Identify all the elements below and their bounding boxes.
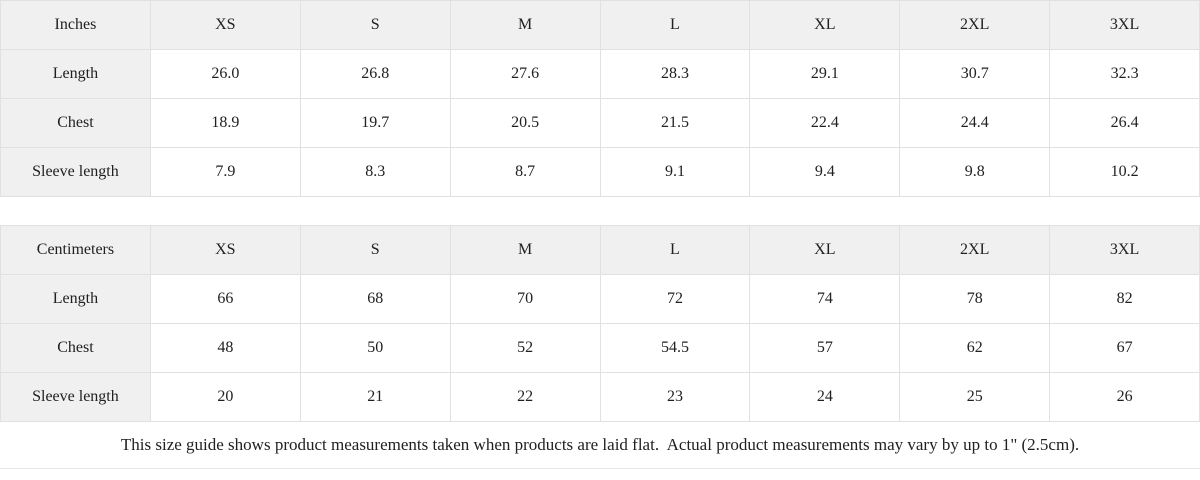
row-label: Length (0, 274, 151, 324)
size-column-header: 2XL (899, 0, 1051, 50)
header-row: Centimeters XS S M L XL 2XL 3XL (0, 225, 1200, 275)
measurement-cell: 70 (449, 274, 601, 324)
measurement-cell: 21 (299, 372, 451, 422)
measurement-cell: 52 (449, 323, 601, 373)
row-label: Chest (0, 323, 151, 373)
size-column-header: 2XL (899, 225, 1051, 275)
size-column-header: M (449, 0, 601, 50)
measurement-cell: 50 (299, 323, 451, 373)
measurement-cell: 68 (299, 274, 451, 324)
measurement-cell: 23 (599, 372, 751, 422)
measurement-cell: 30.7 (899, 49, 1051, 99)
header-row: Inches XS S M L XL 2XL 3XL (0, 0, 1200, 50)
measurement-cell: 8.3 (299, 147, 451, 197)
measurement-cell: 57 (749, 323, 901, 373)
row-label: Sleeve length (0, 147, 151, 197)
measurement-cell: 74 (749, 274, 901, 324)
size-column-header: L (599, 0, 751, 50)
size-column-header: S (299, 0, 451, 50)
measurement-cell: 24 (749, 372, 901, 422)
measurement-cell: 72 (599, 274, 751, 324)
row-label: Chest (0, 98, 151, 148)
measurement-cell: 28.3 (599, 49, 751, 99)
measurement-cell: 20.5 (449, 98, 601, 148)
measurement-cell: 24.4 (899, 98, 1051, 148)
measurement-cell: 20 (149, 372, 301, 422)
measurement-cell: 82 (1049, 274, 1200, 324)
measurement-cell: 54.5 (599, 323, 751, 373)
measurement-cell: 27.6 (449, 49, 601, 99)
size-column-header: XL (749, 225, 901, 275)
size-column-header: 3XL (1049, 0, 1200, 50)
measurement-cell: 26.4 (1049, 98, 1200, 148)
measurement-cell: 25 (899, 372, 1051, 422)
measurement-cell: 22.4 (749, 98, 901, 148)
centimeters-table: Centimeters XS S M L XL 2XL 3XL Length 6… (0, 225, 1200, 422)
measurement-cell: 67 (1049, 323, 1200, 373)
size-column-header: XL (749, 0, 901, 50)
measurement-cell: 26.0 (149, 49, 301, 99)
table-row-sleeve-inches: Sleeve length 7.9 8.3 8.7 9.1 9.4 9.8 10… (0, 147, 1200, 197)
table-row-chest-cm: Chest 48 50 52 54.5 57 62 67 (0, 323, 1200, 373)
measurement-cell: 18.9 (149, 98, 301, 148)
measurement-cell: 32.3 (1049, 49, 1200, 99)
table-gap (0, 197, 1200, 225)
measurement-cell: 8.7 (449, 147, 601, 197)
row-label: Length (0, 49, 151, 99)
row-label: Sleeve length (0, 372, 151, 422)
inches-table: Inches XS S M L XL 2XL 3XL Length 26.0 2… (0, 0, 1200, 197)
measurement-cell: 19.7 (299, 98, 451, 148)
measurement-cell: 10.2 (1049, 147, 1200, 197)
size-column-header: XS (149, 225, 301, 275)
measurement-cell: 9.1 (599, 147, 751, 197)
measurement-cell: 29.1 (749, 49, 901, 99)
table-row-sleeve-cm: Sleeve length 20 21 22 23 24 25 26 (0, 372, 1200, 422)
measurement-cell: 62 (899, 323, 1051, 373)
table-row-length-cm: Length 66 68 70 72 74 78 82 (0, 274, 1200, 324)
size-column-header: L (599, 225, 751, 275)
measurement-cell: 21.5 (599, 98, 751, 148)
size-column-header: S (299, 225, 451, 275)
size-guide-footnote: This size guide shows product measuremen… (0, 422, 1200, 469)
measurement-cell: 9.8 (899, 147, 1051, 197)
size-column-header: M (449, 225, 601, 275)
measurement-cell: 9.4 (749, 147, 901, 197)
table-row-length-inches: Length 26.0 26.8 27.6 28.3 29.1 30.7 32.… (0, 49, 1200, 99)
unit-header-centimeters: Centimeters (0, 225, 151, 275)
measurement-cell: 7.9 (149, 147, 301, 197)
measurement-cell: 26 (1049, 372, 1200, 422)
table-row-chest-inches: Chest 18.9 19.7 20.5 21.5 22.4 24.4 26.4 (0, 98, 1200, 148)
unit-header-inches: Inches (0, 0, 151, 50)
size-column-header: XS (149, 0, 301, 50)
size-column-header: 3XL (1049, 225, 1200, 275)
measurement-cell: 48 (149, 323, 301, 373)
measurement-cell: 66 (149, 274, 301, 324)
measurement-cell: 22 (449, 372, 601, 422)
measurement-cell: 78 (899, 274, 1051, 324)
measurement-cell: 26.8 (299, 49, 451, 99)
